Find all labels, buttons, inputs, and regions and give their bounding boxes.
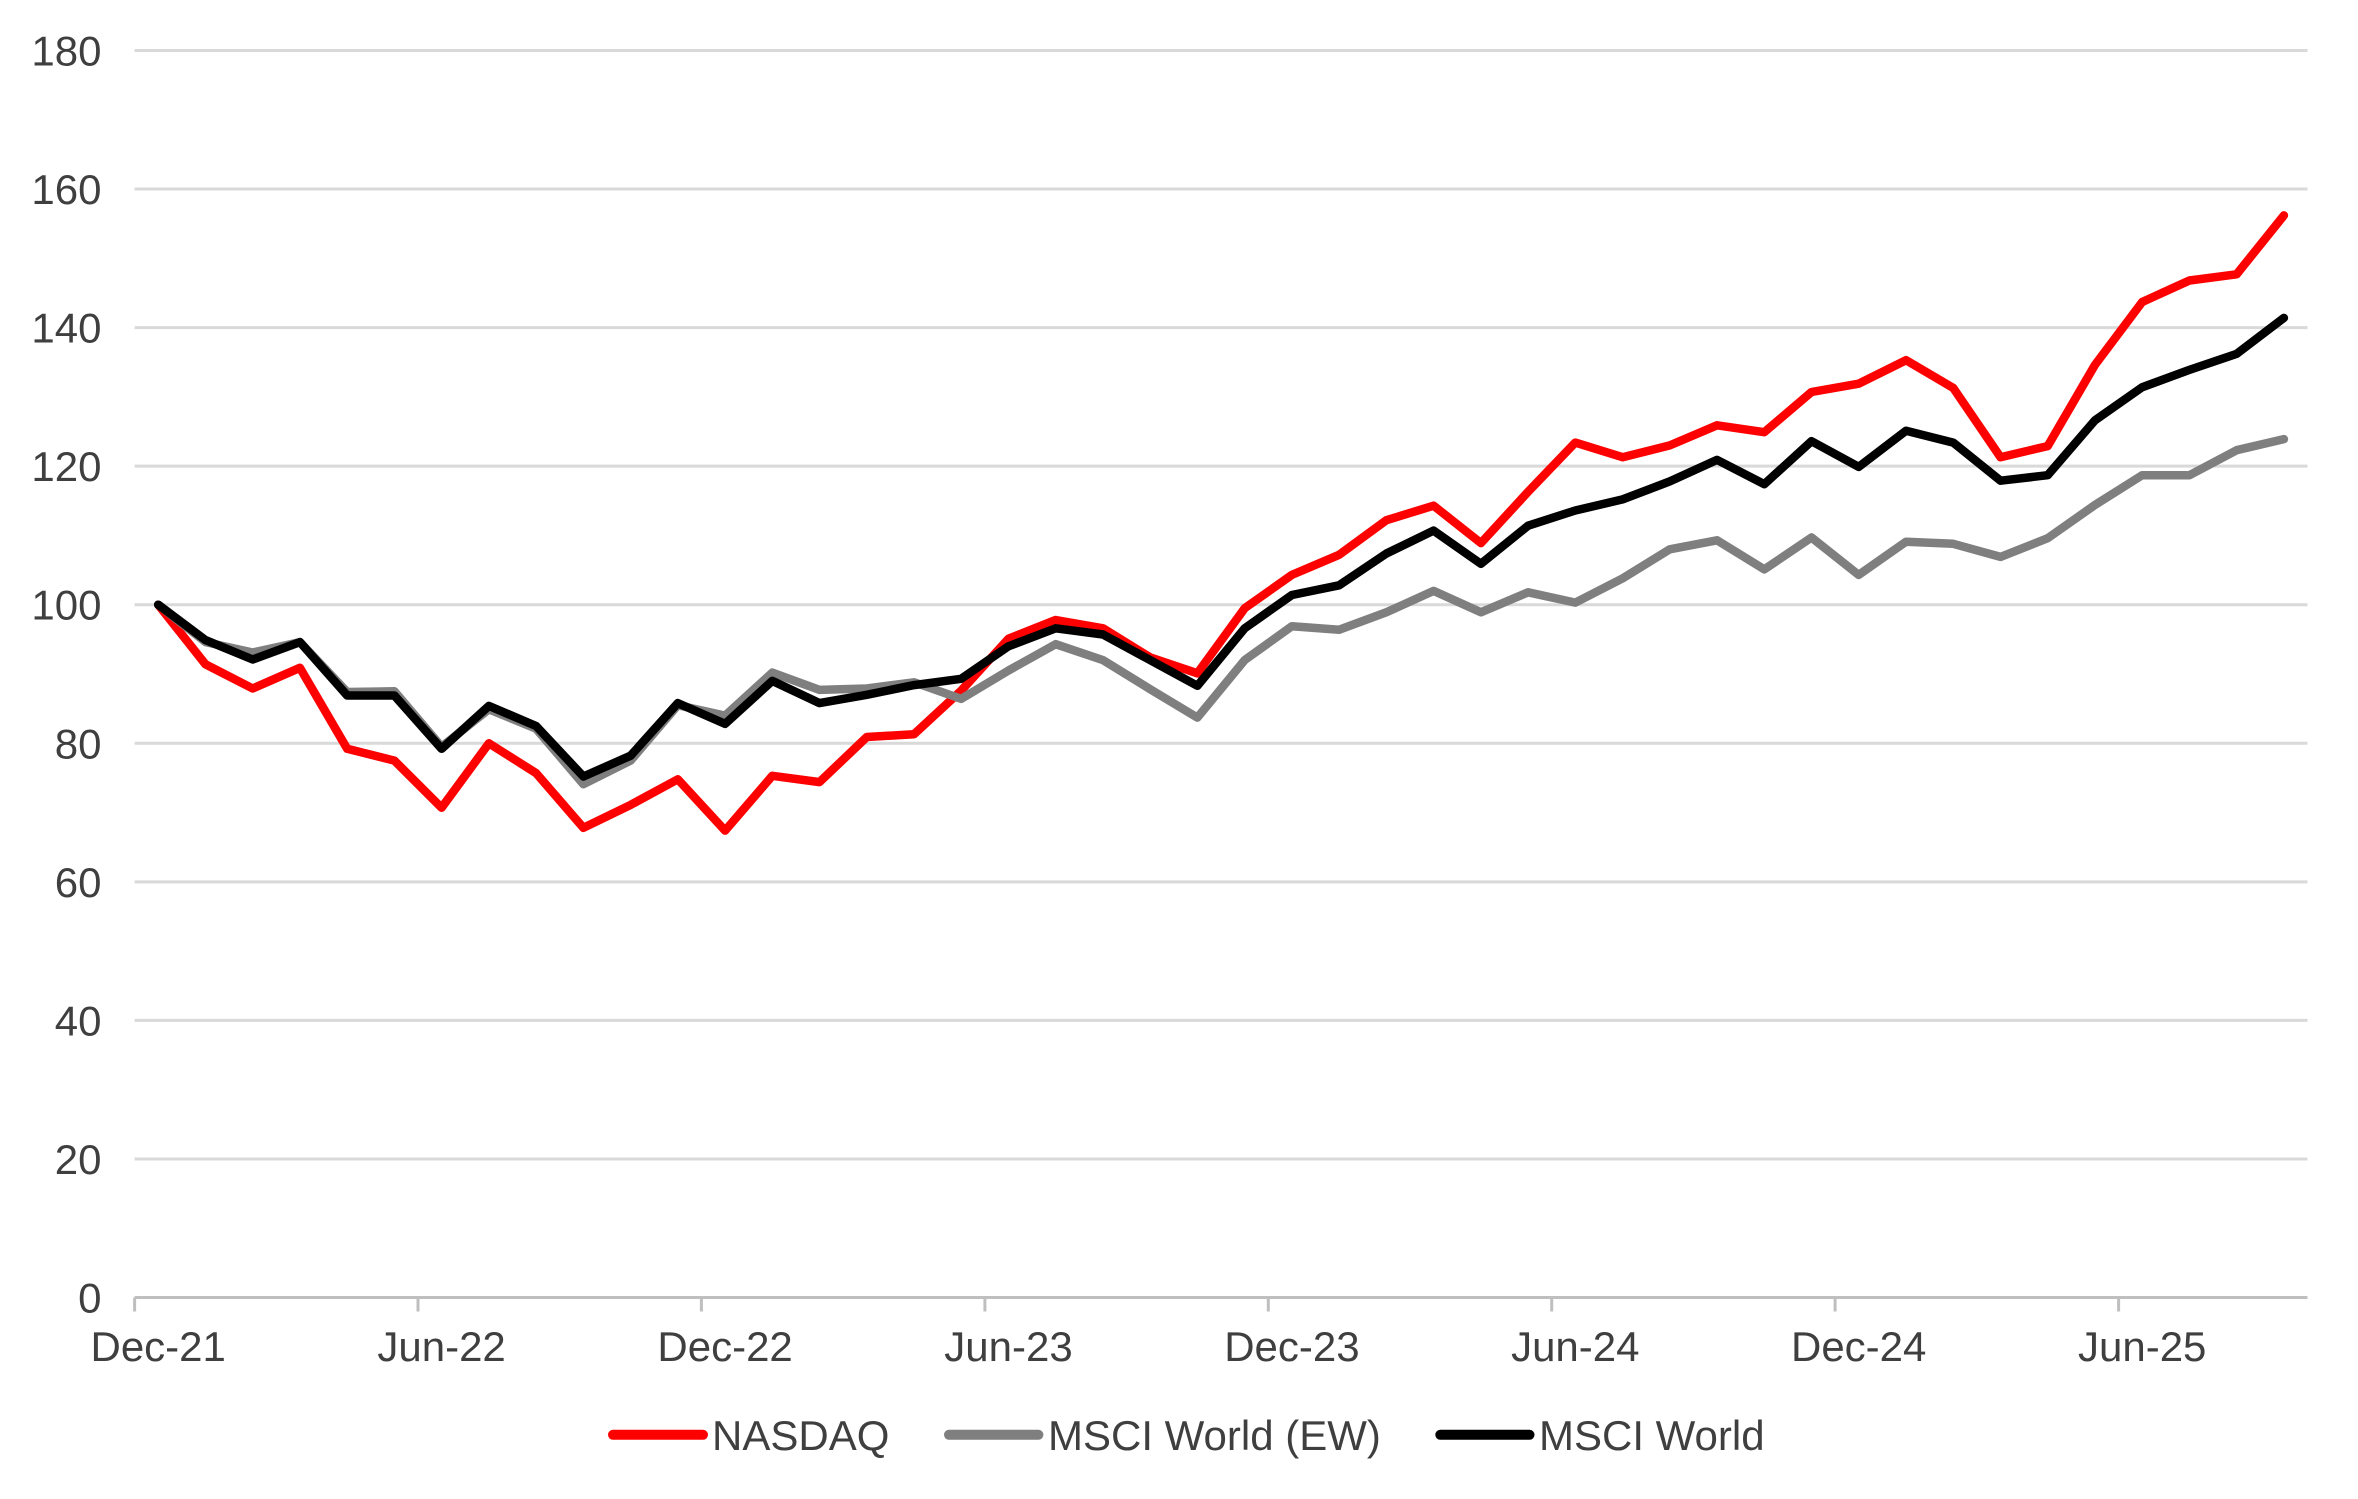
svg-text:0: 0	[78, 1275, 101, 1322]
svg-text:Jun-24: Jun-24	[1511, 1323, 1639, 1370]
svg-text:Dec-24: Dec-24	[1791, 1323, 1926, 1370]
svg-text:20: 20	[55, 1136, 102, 1183]
svg-text:Jun-22: Jun-22	[377, 1323, 505, 1370]
svg-text:120: 120	[31, 443, 101, 490]
svg-text:140: 140	[31, 305, 101, 352]
svg-text:180: 180	[31, 28, 101, 75]
svg-text:Dec-21: Dec-21	[90, 1323, 225, 1370]
svg-text:Dec-23: Dec-23	[1224, 1323, 1359, 1370]
svg-text:Dec-22: Dec-22	[657, 1323, 792, 1370]
svg-text:40: 40	[55, 997, 102, 1044]
svg-text:60: 60	[55, 859, 102, 906]
svg-text:160: 160	[31, 166, 101, 213]
svg-text:Jun-25: Jun-25	[2078, 1323, 2206, 1370]
svg-text:100: 100	[31, 582, 101, 629]
svg-text:MSCI World (EW): MSCI World (EW)	[1048, 1412, 1381, 1459]
svg-text:Jun-23: Jun-23	[944, 1323, 1072, 1370]
svg-text:NASDAQ: NASDAQ	[712, 1412, 889, 1459]
svg-text:80: 80	[55, 720, 102, 767]
svg-text:MSCI World: MSCI World	[1539, 1412, 1765, 1459]
